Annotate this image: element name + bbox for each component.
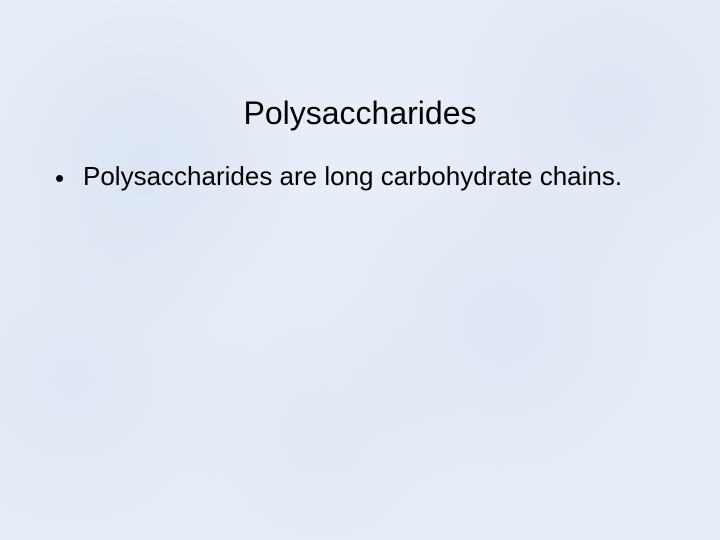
bullet-text: Polysaccharides are long carbohydrate ch… — [83, 160, 665, 193]
slide-title: Polysaccharides — [0, 95, 720, 132]
bullet-icon: • — [55, 160, 83, 195]
list-item: • Polysaccharides are long carbohydrate … — [55, 160, 665, 195]
slide: Polysaccharides • Polysaccharides are lo… — [0, 0, 720, 540]
slide-body: • Polysaccharides are long carbohydrate … — [55, 160, 665, 195]
